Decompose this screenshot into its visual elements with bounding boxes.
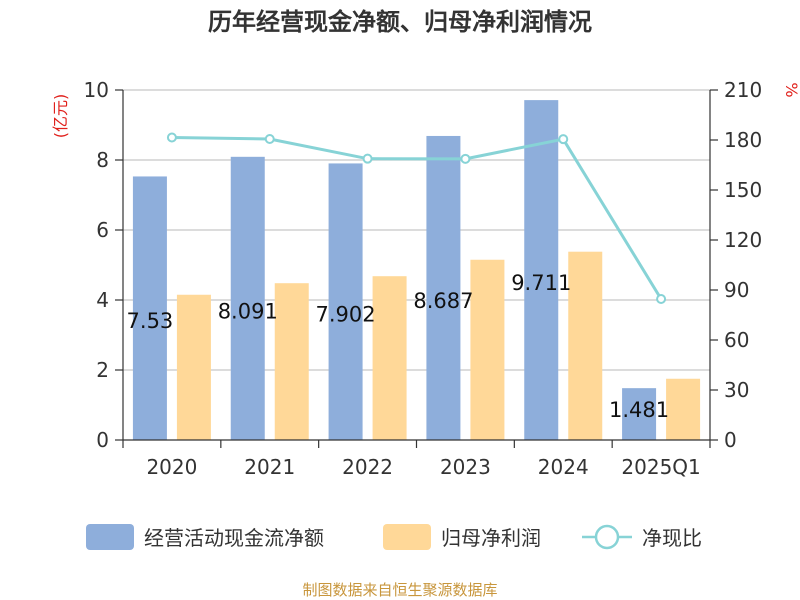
ratio-line <box>166 132 667 304</box>
x-tick-label: 2024 <box>538 455 589 479</box>
y-right-tick-label: 60 <box>724 328 749 352</box>
y-left-tick-label: 0 <box>96 428 109 452</box>
bar-profit-2021 <box>274 283 309 440</box>
bar-profit-2020 <box>176 294 211 440</box>
y-right-tick-label: 150 <box>724 178 762 202</box>
data-label-cashflow-2022: 7.902 <box>316 303 376 327</box>
y-axis-right: 0 30 60 90 120 150 180 210 <box>709 78 762 452</box>
data-label-cashflow-2021: 8.091 <box>218 299 278 323</box>
bar-profit-2024 <box>568 251 603 440</box>
bar-profit-2023 <box>470 259 505 440</box>
bar-cashflow-2023 <box>426 135 461 440</box>
legend-swatch-profit <box>383 524 431 550</box>
data-label-cashflow-2020: 7.53 <box>127 309 174 333</box>
ratio-point-2020 <box>166 132 177 143</box>
ratio-point-2021 <box>264 134 275 144</box>
gridlines <box>123 89 710 371</box>
y-right-tick-label: 0 <box>724 428 737 452</box>
bar-cashflow-2020 <box>132 176 167 440</box>
legend: 经营活动现金流净额 归母净利润 净现比 <box>86 524 702 550</box>
source-note: 制图数据来自恒生聚源数据库 <box>302 581 497 599</box>
legend-label-profit: 归母净利润 <box>441 526 541 550</box>
bars <box>132 100 701 441</box>
bar-cashflow-2022 <box>328 163 363 440</box>
y-left-tick-label: 8 <box>96 148 109 172</box>
bar-cashflow-2024 <box>524 100 559 441</box>
bar-profit-2022 <box>372 276 407 440</box>
y-right-tick-label: 120 <box>724 228 762 252</box>
legend-label-cashflow: 经营活动现金流净额 <box>144 526 324 550</box>
y-left-tick-label: 4 <box>96 288 109 312</box>
legend-label-ratio: 净现比 <box>642 526 702 550</box>
ratio-point-2024 <box>558 134 569 145</box>
ratio-point-2022 <box>362 153 373 164</box>
x-tick-label: 2023 <box>440 455 491 479</box>
y-left-tick-label: 10 <box>84 78 109 102</box>
data-label-cashflow-2024: 9.711 <box>511 271 571 295</box>
y-right-tick-label: 30 <box>724 378 749 402</box>
x-tick-label: 2022 <box>342 455 393 479</box>
chart-title: 历年经营现金净额、归母净利润情况 <box>208 8 592 36</box>
y-right-tick-label: 210 <box>724 78 762 102</box>
bar-profit-2025Q1 <box>666 378 701 440</box>
ratio-point-2023 <box>460 153 471 164</box>
legend-marker-ratio <box>594 524 620 550</box>
x-tick-label: 2020 <box>146 455 197 479</box>
x-tick-label: 2025Q1 <box>621 455 700 479</box>
bar-cashflow-2025Q1 <box>622 388 657 440</box>
legend-swatch-cashflow <box>86 524 134 550</box>
x-tick-label: 2021 <box>244 455 295 479</box>
ratio-point-2025Q1 <box>656 294 667 304</box>
y-left-unit: (亿元) <box>51 94 70 139</box>
y-right-unit: % <box>782 82 800 97</box>
x-axis: 2020 2021 2022 2023 2024 2025Q1 <box>122 439 711 479</box>
y-right-tick-label: 90 <box>724 278 749 302</box>
data-labels: 7.53 8.091 7.902 8.687 9.711 1.481 <box>127 271 670 422</box>
y-axis-left: 0 2 4 6 8 10 <box>84 78 124 452</box>
ratio-series-line <box>171 136 663 300</box>
y-right-tick-label: 180 <box>724 128 762 152</box>
data-label-cashflow-2023: 8.687 <box>413 289 473 313</box>
y-left-tick-label: 2 <box>96 358 109 382</box>
y-left-tick-label: 6 <box>96 218 109 242</box>
bar-cashflow-2021 <box>230 156 265 440</box>
data-label-cashflow-2025Q1: 1.481 <box>609 398 669 422</box>
